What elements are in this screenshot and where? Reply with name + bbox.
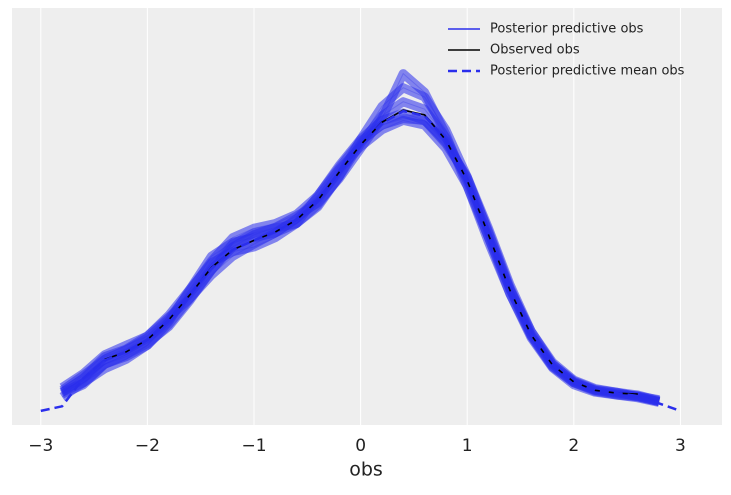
x-tick-label: −2 — [135, 436, 160, 456]
x-tick-label: 2 — [568, 436, 579, 456]
x-tick-label: −3 — [28, 436, 53, 456]
sample-line-core — [61, 87, 660, 401]
legend-label: Posterior predictive mean obs — [490, 64, 685, 79]
lines — [40, 69, 681, 413]
x-tick-label: −1 — [241, 436, 266, 456]
series-line — [40, 109, 681, 413]
x-tick-label: 0 — [355, 436, 366, 456]
legend-label: Posterior predictive obs — [490, 22, 644, 37]
x-axis-label: obs — [349, 459, 383, 481]
x-tick-label: 1 — [462, 436, 473, 456]
x-tick-label: 3 — [675, 436, 686, 456]
legend-label: Observed obs — [490, 43, 580, 58]
